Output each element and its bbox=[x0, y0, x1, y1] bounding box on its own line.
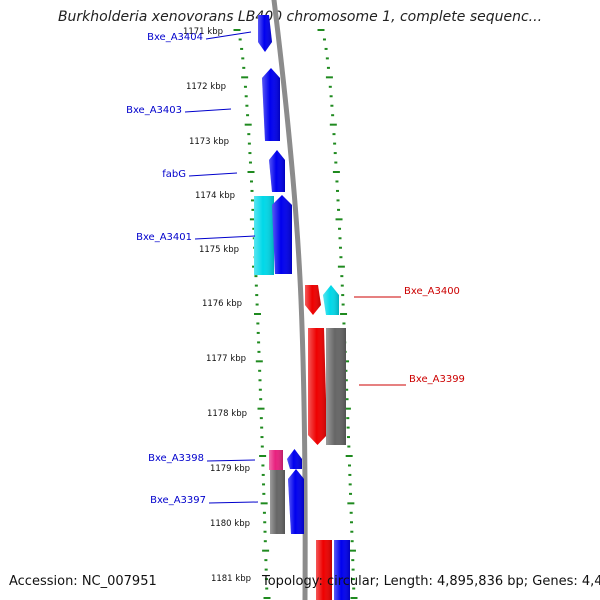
svg-text:Bxe_A3403: Bxe_A3403 bbox=[126, 105, 182, 116]
gene-feature[interactable] bbox=[254, 196, 274, 275]
gene-feature[interactable] bbox=[269, 150, 285, 192]
gene-feature[interactable] bbox=[316, 540, 332, 600]
gene-feature[interactable] bbox=[305, 285, 321, 315]
tick-label: 1177 kbp bbox=[206, 354, 246, 364]
svg-text:Bxe_A3399: Bxe_A3399 bbox=[409, 374, 465, 385]
gene-feature[interactable] bbox=[269, 450, 283, 470]
tick-label: 1171 kbp bbox=[183, 27, 223, 37]
gene-feature[interactable] bbox=[270, 470, 285, 534]
map-title: Burkholderia xenovorans LB400 chromosome… bbox=[57, 9, 543, 25]
tick-label: 1174 kbp bbox=[195, 191, 235, 201]
gene-label-bxe_a3403[interactable]: Bxe_A3403 bbox=[126, 105, 232, 116]
gene-label-fabg[interactable]: fabG bbox=[162, 169, 238, 180]
gene-labels[interactable]: Bxe_A3404 Bxe_A3403 fabG Bxe_A3401 Bxe_A3400… bbox=[126, 31, 465, 506]
tick-label: 1178 kbp bbox=[207, 409, 247, 419]
tick-label: 1172 kbp bbox=[186, 82, 226, 92]
tick-label: 1173 kbp bbox=[189, 137, 229, 147]
gene-label-bxe_a3397[interactable]: Bxe_A3397 bbox=[150, 495, 259, 506]
tick-label: 1176 kbp bbox=[202, 299, 242, 309]
tick-label: 1181 kbp bbox=[211, 574, 251, 584]
gene-features[interactable] bbox=[254, 15, 350, 600]
gene-feature[interactable] bbox=[262, 68, 280, 141]
tick-label: 1179 kbp bbox=[210, 464, 250, 474]
gene-label-bxe_a3401[interactable]: Bxe_A3401 bbox=[136, 232, 256, 243]
gene-feature[interactable] bbox=[334, 540, 350, 600]
tick-label: 1180 kbp bbox=[210, 519, 250, 529]
gene-feature[interactable] bbox=[323, 285, 339, 315]
svg-text:Bxe_A3400: Bxe_A3400 bbox=[404, 286, 460, 297]
svg-text:fabG: fabG bbox=[162, 169, 186, 180]
inner-tick-ring bbox=[233, 29, 271, 599]
gene-feature[interactable] bbox=[326, 328, 346, 445]
tick-dot-rings bbox=[233, 29, 358, 599]
gene-feature[interactable] bbox=[272, 195, 292, 274]
backbone-arc bbox=[271, 0, 308, 600]
gene-feature[interactable] bbox=[287, 449, 302, 469]
svg-text:Bxe_A3398: Bxe_A3398 bbox=[148, 453, 204, 464]
coordinate-ticks: 1171 kbp 1172 kbp 1173 kbp 1174 kbp 1175 kbp… bbox=[183, 27, 251, 584]
svg-text:Bxe_A3397: Bxe_A3397 bbox=[150, 495, 206, 506]
accession-text: Accession: NC_007951 bbox=[9, 574, 157, 589]
gene-label-bxe_a3398[interactable]: Bxe_A3398 bbox=[148, 453, 256, 464]
svg-text:Bxe_A3404: Bxe_A3404 bbox=[147, 32, 203, 43]
gene-feature[interactable] bbox=[258, 15, 272, 52]
gene-feature[interactable] bbox=[308, 328, 327, 445]
gene-label-bxe_a3404[interactable]: Bxe_A3404 bbox=[147, 31, 252, 43]
gene-feature[interactable] bbox=[288, 469, 304, 534]
topology-text: Topology: circular; Length: 4,895,836 bp… bbox=[262, 574, 600, 589]
tick-label: 1175 kbp bbox=[199, 245, 239, 255]
gene-label-bxe_a3399[interactable]: Bxe_A3399 bbox=[359, 374, 465, 386]
svg-text:Bxe_A3401: Bxe_A3401 bbox=[136, 232, 192, 243]
gene-label-bxe_a3400[interactable]: Bxe_A3400 bbox=[354, 286, 460, 298]
